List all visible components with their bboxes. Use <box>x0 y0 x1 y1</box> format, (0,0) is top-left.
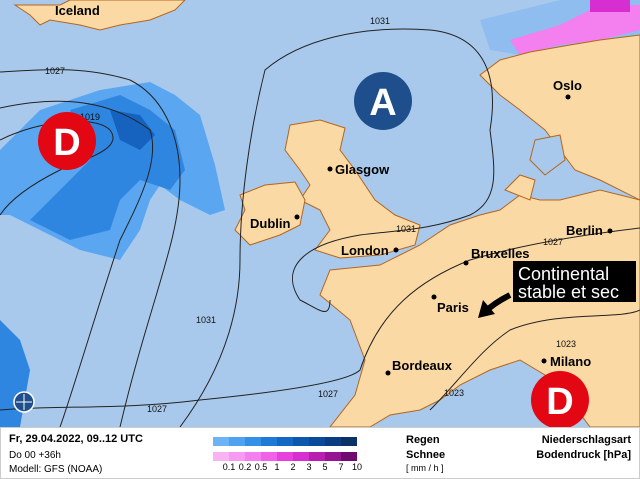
scale-ticks: 0.1 0.2 0.5 1 2 3 5 7 10 <box>221 462 365 472</box>
city-bruxelles: Bruxelles <box>471 246 530 261</box>
weather-map: 1027 1019 1031 1031 1031 1027 1027 1027 … <box>0 0 640 427</box>
callout-line1: Continental <box>518 264 609 284</box>
unit-label: [ mm / h ] <box>406 463 444 473</box>
isobar-label: 1023 <box>556 339 576 349</box>
low-pressure-center: D <box>531 371 589 427</box>
land <box>13 0 640 427</box>
rain-swatch <box>245 437 261 446</box>
city-bordeaux: Bordeaux <box>392 358 453 373</box>
scandinavia-land <box>479 34 640 201</box>
scale-tick: 2 <box>290 462 296 472</box>
rain-swatch <box>261 437 277 446</box>
city-dot <box>541 358 547 364</box>
scale-tick: 0.5 <box>254 462 268 472</box>
scale-tick: 0.1 <box>222 462 236 472</box>
callout-line2: stable et sec <box>518 282 619 302</box>
city-milano: Milano <box>550 354 591 369</box>
label-iceland: Iceland <box>55 3 100 18</box>
city-oslo: Oslo <box>553 78 582 93</box>
isobar-label: 1031 <box>396 224 416 234</box>
isobar-label: 1027 <box>147 404 167 414</box>
isobar-label: 1027 <box>318 389 338 399</box>
scale-tick: 3 <box>306 462 312 472</box>
legend-subtitle: Bodendruck [hPa] <box>536 449 631 461</box>
city-glasgow: Glasgow <box>335 162 390 177</box>
legend-footer: Fr, 29.04.2022, 09..12 UTC Do 00 +36h Mo… <box>0 427 640 479</box>
snow-swatch <box>293 452 309 461</box>
scale-tick: 10 <box>351 462 362 472</box>
city-dot <box>431 294 437 300</box>
city-paris: Paris <box>437 300 469 315</box>
city-labels: Iceland Oslo Glasgow Dublin London Bruxe… <box>55 3 613 376</box>
callout: Continental stable et sec <box>478 261 636 318</box>
city-berlin: Berlin <box>566 223 603 238</box>
denmark-land <box>504 174 536 201</box>
rain-scale <box>213 437 357 446</box>
snow-swatch <box>277 452 293 461</box>
isobar-label: 1019 <box>80 112 100 122</box>
ireland-land <box>234 181 306 246</box>
snow-scale <box>213 452 357 461</box>
legend-title: Niederschlagsart <box>541 434 631 446</box>
isobar-labels: 1027 1019 1031 1031 1031 1027 1027 1027 … <box>45 16 576 414</box>
svg-text:D: D <box>546 381 573 423</box>
isobar-label: 1023 <box>444 388 464 398</box>
isobar-label: 1027 <box>45 66 65 76</box>
globe-icon[interactable] <box>13 391 35 413</box>
iceland-land <box>13 0 186 31</box>
snow-swatch <box>245 452 261 461</box>
isobar-label: 1027 <box>543 237 563 247</box>
snow-label: Schnee <box>406 449 446 461</box>
low-pressure-center: D <box>38 112 96 170</box>
city-dot <box>327 166 333 172</box>
snow-swatch <box>229 452 245 461</box>
snow-swatch <box>325 452 341 461</box>
svg-text:A: A <box>369 82 396 124</box>
city-dot <box>294 214 300 220</box>
isobar-label: 1031 <box>196 315 216 325</box>
great-britain-land <box>284 119 421 259</box>
scale-tick: 5 <box>322 462 328 472</box>
city-dublin: Dublin <box>250 216 290 231</box>
snow-swatch <box>309 452 325 461</box>
city-dot <box>463 260 469 266</box>
snow-swatch <box>213 452 229 461</box>
isobar-label: 1031 <box>370 16 390 26</box>
rain-swatch <box>213 437 229 446</box>
scale-tick: 0.2 <box>238 462 252 472</box>
rain-swatch <box>277 437 293 446</box>
rain-swatch <box>309 437 325 446</box>
rain-swatch <box>341 437 357 446</box>
city-dot <box>565 94 571 100</box>
svg-text:D: D <box>53 122 80 164</box>
city-dot <box>393 247 399 253</box>
rain-label: Regen <box>406 434 440 446</box>
snow-swatch <box>261 452 277 461</box>
city-dot <box>385 370 391 376</box>
forecast-datetime: Fr, 29.04.2022, 09..12 UTC <box>9 433 143 445</box>
snow-swatch <box>341 452 357 461</box>
city-london: London <box>341 243 389 258</box>
scale-tick: 1 <box>274 462 280 472</box>
scale-tick: 7 <box>338 462 344 472</box>
rain-swatch <box>325 437 341 446</box>
rain-swatch <box>293 437 309 446</box>
model-name: Modell: GFS (NOAA) <box>9 464 103 475</box>
city-dot <box>607 228 613 234</box>
forecast-run: Do 00 +36h <box>9 450 61 461</box>
rain-swatch <box>229 437 245 446</box>
high-pressure-center: A <box>354 72 412 130</box>
